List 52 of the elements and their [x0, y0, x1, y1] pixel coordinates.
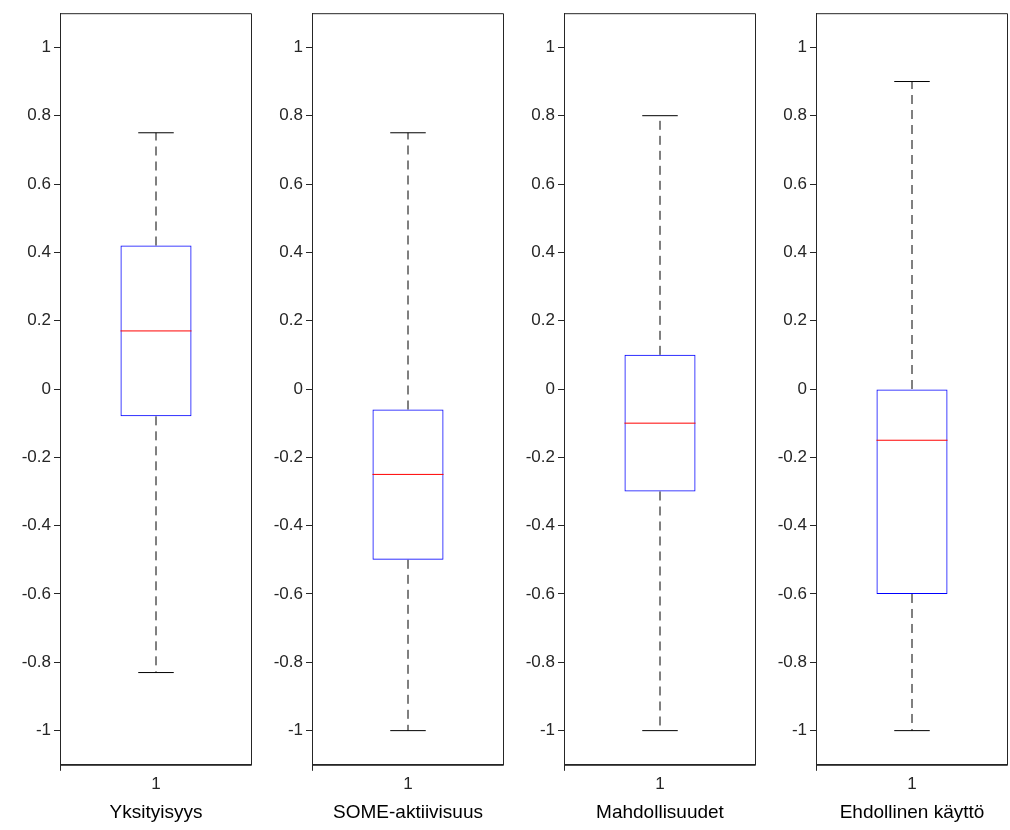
y-tick-label: 1	[545, 37, 555, 57]
y-tick-label: -0.8	[777, 652, 807, 671]
y-tick-label: -1	[287, 720, 303, 740]
y-tick-label: -0.8	[525, 652, 555, 671]
x-tick-label: 1	[151, 773, 161, 793]
y-tick-label: -0.4	[777, 515, 807, 535]
y-tick-label: -0.6	[21, 583, 51, 603]
y-tick-label: 0.2	[531, 310, 555, 330]
y-tick-label: -0.6	[273, 583, 303, 603]
y-tick-label: 0.8	[27, 105, 51, 125]
x-axis-title: Ehdollinen käyttö	[839, 800, 985, 822]
x-tick-label: 1	[907, 773, 917, 793]
y-tick-label: 0.2	[27, 310, 51, 330]
y-tick-label: -0.4	[21, 515, 51, 535]
y-tick-label: -0.2	[777, 447, 807, 467]
x-axis-title: Yksityisyys	[109, 800, 203, 822]
y-tick-label: 0.2	[279, 310, 303, 330]
x-axis-title: Mahdollisuudet	[596, 800, 725, 822]
y-tick-label: 0.4	[531, 242, 555, 262]
x-tick-label: 1	[655, 773, 665, 793]
y-tick-label: -0.6	[777, 583, 807, 603]
y-tick-label: 0.8	[279, 105, 303, 125]
y-tick-label: 0.6	[279, 173, 303, 193]
x-tick-label: 1	[403, 773, 413, 793]
y-tick-label: 0.2	[783, 310, 807, 330]
x-axis-title: SOME-aktiivisuus	[333, 800, 483, 822]
y-tick-label: 0.4	[27, 242, 51, 262]
y-tick-label: -1	[791, 720, 807, 740]
y-tick-label: -0.8	[21, 652, 51, 671]
y-tick-label: -0.4	[273, 515, 303, 535]
y-tick-label: 0	[545, 378, 555, 398]
y-tick-label: 1	[41, 37, 51, 57]
y-tick-label: -1	[35, 720, 51, 740]
y-tick-label: -0.2	[273, 447, 303, 467]
y-tick-label: 0.4	[279, 242, 303, 262]
y-tick-label: 1	[797, 37, 807, 57]
y-tick-label: 0	[41, 378, 51, 398]
y-tick-label: -0.2	[21, 447, 51, 467]
y-tick-label: 0	[293, 378, 303, 398]
y-tick-label: 0.8	[783, 105, 807, 125]
y-tick-label: -0.8	[273, 652, 303, 671]
y-tick-label: 0.8	[531, 105, 555, 125]
y-tick-label: 0.4	[783, 242, 807, 262]
y-tick-label: -1	[539, 720, 555, 740]
y-tick-label: 0.6	[783, 173, 807, 193]
y-tick-label: -0.2	[525, 447, 555, 467]
y-tick-label: -0.6	[525, 583, 555, 603]
y-tick-label: 0	[797, 378, 807, 398]
y-tick-label: 1	[293, 37, 303, 57]
y-tick-label: 0.6	[27, 173, 51, 193]
y-tick-label: -0.4	[525, 515, 555, 535]
y-tick-label: 0.6	[531, 173, 555, 193]
